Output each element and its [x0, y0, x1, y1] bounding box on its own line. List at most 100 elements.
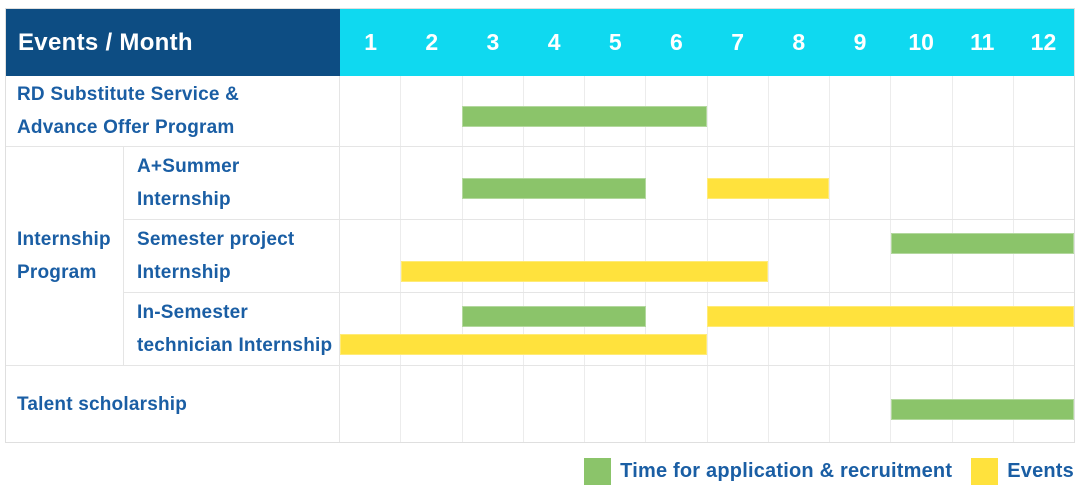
- month-gridline: [830, 366, 892, 442]
- application-recruitment-bar: [462, 106, 707, 127]
- month-gridline: [646, 366, 708, 442]
- month-gridline: [769, 147, 830, 219]
- month-gridline: [1014, 147, 1074, 219]
- label-line: RD Substitute Service &: [17, 84, 240, 105]
- month-gridline: [401, 76, 463, 146]
- label-line: In-Semester: [137, 302, 248, 323]
- month-gridline: [646, 147, 708, 219]
- month-header-6: 6: [670, 29, 683, 55]
- chart-row-2: [340, 220, 1074, 293]
- month-gridline: [891, 147, 953, 219]
- label-line: Talent scholarship: [17, 393, 188, 415]
- month-gridline: [1014, 76, 1074, 146]
- month-gridline: [524, 366, 585, 442]
- legend-item-green: Time for application & recruitment: [584, 458, 952, 485]
- events-bar: [707, 306, 1074, 327]
- yellow-legend-swatch: [971, 458, 999, 485]
- month-gridline: [340, 366, 402, 442]
- month-gridline: [585, 366, 647, 442]
- month-gridline: [953, 76, 1014, 146]
- green-legend-swatch: [584, 458, 612, 485]
- row-label-0: RD Substitute Service & Advance Offer Pro…: [6, 76, 340, 147]
- month-gridline: [708, 366, 769, 442]
- month-header-10: 10: [908, 29, 934, 55]
- month-gridline: [401, 147, 463, 219]
- label-line: technician Internship: [137, 335, 333, 356]
- month-header-11: 11: [970, 29, 995, 55]
- legend-item-yellow: Events: [971, 458, 1074, 485]
- month-gridline: [646, 220, 708, 292]
- label-line: Internship: [17, 229, 111, 250]
- month-header-5: 5: [608, 29, 622, 55]
- month-header-4: 4: [547, 29, 561, 55]
- row-label-3: In-Semester technician Internship: [124, 293, 340, 366]
- month-gridline: [524, 220, 585, 292]
- month-gridline: [769, 76, 830, 146]
- application-recruitment-bar: [462, 178, 646, 199]
- month-gridline: [830, 147, 892, 219]
- month-gridline: [401, 366, 463, 442]
- month-gridline: [830, 293, 892, 365]
- month-gridline: [891, 220, 953, 292]
- month-gridline: [463, 220, 524, 292]
- month-header-7: 7: [731, 29, 745, 55]
- label-line: Semester project: [137, 229, 295, 250]
- application-recruitment-bar: [462, 306, 646, 327]
- month-gridline: [708, 220, 769, 292]
- events-month-header-title: Events / Month: [6, 9, 340, 76]
- month-header-9: 9: [853, 29, 867, 55]
- month-grid: [340, 76, 1074, 146]
- month-gridline: [463, 366, 524, 442]
- chart-row-0: [340, 76, 1074, 147]
- table-body: Internship Program RD Substitute Service &…: [6, 76, 1074, 442]
- events-table: Events / Month 1 2 3 4 5 6 7 8 9 10 11 12 Internshi…: [5, 8, 1075, 443]
- month-gridline: [1014, 293, 1074, 365]
- label-line: Advance Offer Program: [17, 117, 235, 138]
- month-gridline: [891, 76, 953, 146]
- month-header-12: 12: [1030, 29, 1057, 55]
- month-gridline: [708, 76, 769, 146]
- events-bar: [401, 261, 769, 282]
- month-gridline: [769, 293, 830, 365]
- month-gridline: [830, 76, 892, 146]
- chart-row-4: [340, 366, 1074, 442]
- application-recruitment-bar: [890, 233, 1074, 254]
- events-bar: [340, 334, 707, 355]
- month-gridline: [340, 76, 402, 146]
- label-line: Internship: [137, 189, 231, 210]
- month-gridline: [1014, 220, 1074, 292]
- month-gridline: [891, 293, 953, 365]
- month-header-2: 2: [425, 29, 439, 55]
- month-gridline: [585, 220, 647, 292]
- row-label-4: Talent scholarship: [6, 366, 340, 442]
- month-gridline: [769, 220, 830, 292]
- month-header-8: 8: [792, 29, 806, 55]
- month-gridline: [830, 220, 892, 292]
- month-gridline: [340, 293, 402, 365]
- month-header-row: 1 2 3 4 5 6 7 8 9 10 11 12: [340, 9, 1074, 76]
- month-grid: [340, 220, 1074, 292]
- month-gridline: [769, 366, 830, 442]
- month-grid: [340, 293, 1074, 365]
- month-gridline: [708, 293, 769, 365]
- legend-label: Time for application & recruitment: [620, 460, 953, 482]
- month-gridline: [953, 220, 1014, 292]
- month-gridline: [401, 293, 463, 365]
- month-gridline: [646, 76, 708, 146]
- events-bar: [707, 178, 830, 199]
- month-gridline: [463, 293, 524, 365]
- month-header-1: 1: [364, 29, 377, 55]
- chart-row-1: [340, 147, 1074, 220]
- month-gridline: [585, 293, 647, 365]
- application-recruitment-bar: [890, 399, 1074, 420]
- legend: Time for application & recruitment Events: [584, 458, 1074, 485]
- month-gridline: [524, 293, 585, 365]
- row-label-1: A+Summer Internship: [124, 147, 340, 220]
- legend-label: Events: [1007, 460, 1074, 482]
- month-gridline: [340, 147, 402, 219]
- month-gridline: [401, 220, 463, 292]
- chart-row-3: [340, 293, 1074, 366]
- label-line: Program: [17, 262, 97, 283]
- month-gridline: [646, 293, 708, 365]
